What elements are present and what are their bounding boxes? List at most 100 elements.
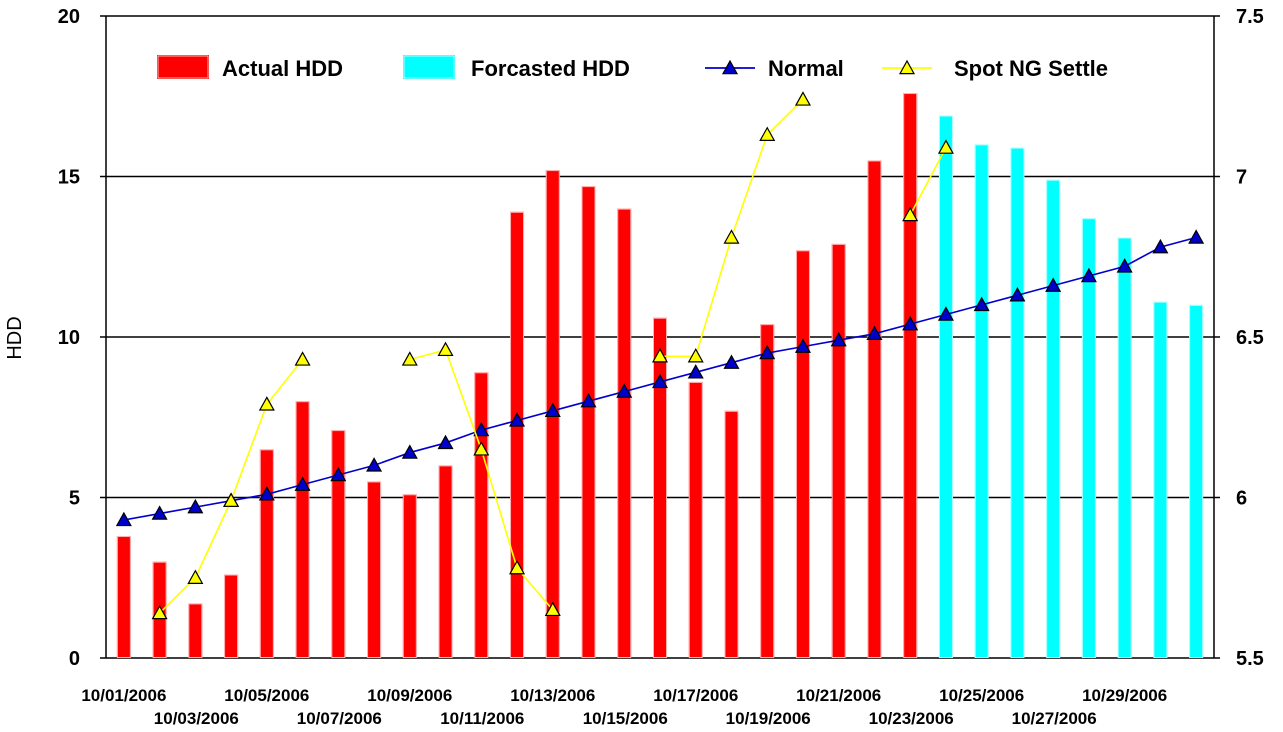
bar-fill <box>1189 304 1204 658</box>
line-spot-ng-settle <box>660 98 804 358</box>
bar-fill <box>1046 179 1061 658</box>
marker-normal <box>937 306 954 321</box>
bar-actual-hdd <box>259 449 274 658</box>
marker-normal <box>1188 229 1205 244</box>
bar-forcasted-hdd <box>938 115 953 658</box>
marker-spot-ng-settle <box>544 601 561 617</box>
bar-highlight <box>1189 304 1204 658</box>
bar-actual-hdd <box>724 410 739 658</box>
legend-item: Forcasted HDD <box>403 55 630 81</box>
x-tick-label: 10/29/2006 <box>1082 686 1167 705</box>
bar-highlight <box>617 208 632 658</box>
legend-label: Normal <box>768 56 844 81</box>
marker-normal <box>151 505 168 520</box>
x-tick-label: 10/27/2006 <box>1012 709 1097 728</box>
y2-tick-label: 6 <box>1236 488 1247 510</box>
marker-spot-ng-settle <box>187 569 204 584</box>
bar-fill <box>295 401 310 658</box>
bar-actual-hdd <box>438 465 453 658</box>
legend-swatch-highlight <box>157 55 209 79</box>
marker-normal <box>759 344 776 360</box>
marker-normal <box>1152 238 1169 254</box>
bar-fill <box>831 243 846 658</box>
bar-actual-hdd <box>653 317 667 658</box>
bar-actual-hdd <box>903 93 918 659</box>
bar-fill <box>724 410 739 658</box>
bar-highlight <box>903 93 918 659</box>
bar-actual-hdd <box>295 401 310 659</box>
bar-actual-hdd <box>331 430 346 658</box>
legend-marker <box>898 59 916 75</box>
x-tick-label: 10/15/2006 <box>583 709 668 728</box>
bar-fill <box>1081 218 1096 659</box>
y2-tick-label: 5.5 <box>1236 648 1264 670</box>
bar-forcasted-hdd <box>1046 179 1061 659</box>
y-axis-left-ticks: 0 5 10 15 20 <box>58 6 106 670</box>
marker-spot-ng-settle <box>794 91 811 106</box>
bar-highlight <box>188 603 203 658</box>
bar-fill <box>760 324 775 658</box>
bar-highlight <box>474 372 489 658</box>
y2-tick-label: 6.5 <box>1236 327 1264 349</box>
bar-fill <box>402 494 417 658</box>
bar-fill <box>688 381 703 658</box>
bar-highlight <box>795 250 810 659</box>
bar-fill <box>474 372 489 658</box>
bar-fill <box>653 317 667 658</box>
series-normal <box>115 229 1205 527</box>
bar-actual-hdd <box>224 574 239 658</box>
marker-normal <box>651 373 669 389</box>
bar-fill <box>510 211 525 658</box>
legend-item: Normal <box>705 56 844 81</box>
bar-highlight <box>510 211 525 658</box>
legend-label: Spot NG Settle <box>954 56 1108 81</box>
x-tick-label: 10/23/2006 <box>869 709 954 728</box>
y-axis-title: HDD <box>4 316 26 359</box>
legend-item: Actual HDD <box>157 55 343 81</box>
line-spot-ng-settle <box>909 147 947 216</box>
x-axis-ticks: 10/01/2006 10/03/2006 10/05/2006 10/07/2006… <box>81 686 1167 728</box>
bar-highlight <box>974 144 989 658</box>
bar-highlight <box>1153 301 1168 658</box>
bar-fill <box>1010 147 1025 659</box>
bar-forcasted-hdd <box>1153 301 1168 658</box>
marker-spot-ng-settle <box>437 341 454 357</box>
bar-highlight <box>259 449 274 658</box>
bar-forcasted-hdd <box>1010 147 1025 659</box>
bar-fill <box>1153 301 1168 658</box>
marker-normal <box>616 383 633 398</box>
x-tick-label: 10/01/2006 <box>81 686 166 705</box>
marker-spot-ng-settle <box>937 139 954 154</box>
bar-highlight <box>760 324 775 658</box>
bar-fill <box>224 574 239 658</box>
marker-spot-ng-settle <box>509 559 526 575</box>
bar-actual-hdd <box>188 603 203 658</box>
marker-normal <box>973 296 990 312</box>
bar-highlight <box>402 494 417 659</box>
marker-normal <box>866 325 883 340</box>
bar-actual-hdd <box>760 324 775 658</box>
marker-normal <box>1009 287 1026 302</box>
bar-fill <box>367 481 382 658</box>
marker-spot-ng-settle <box>687 348 704 363</box>
marker-spot-ng-settle <box>294 351 311 366</box>
legend-item: Spot NG Settle <box>882 56 1108 81</box>
bar-actual-hdd <box>402 494 417 659</box>
y2-tick-label: 7.5 <box>1236 6 1264 28</box>
bar-highlight <box>938 115 953 658</box>
bar-fill <box>867 160 882 658</box>
x-tick-label: 10/25/2006 <box>939 686 1024 705</box>
y-tick-label: 15 <box>58 167 80 189</box>
marker-normal <box>687 364 704 379</box>
marker-normal <box>723 354 740 369</box>
bar-fill <box>116 536 131 658</box>
bar-highlight <box>581 186 596 658</box>
x-tick-label: 10/17/2006 <box>653 686 738 705</box>
bar-highlight <box>867 160 882 658</box>
y-tick-label: 0 <box>69 648 80 670</box>
marker-normal <box>294 476 311 491</box>
marker-spot-ng-settle <box>651 348 669 363</box>
x-tick-label: 10/13/2006 <box>510 686 595 705</box>
marker-normal <box>366 457 383 472</box>
